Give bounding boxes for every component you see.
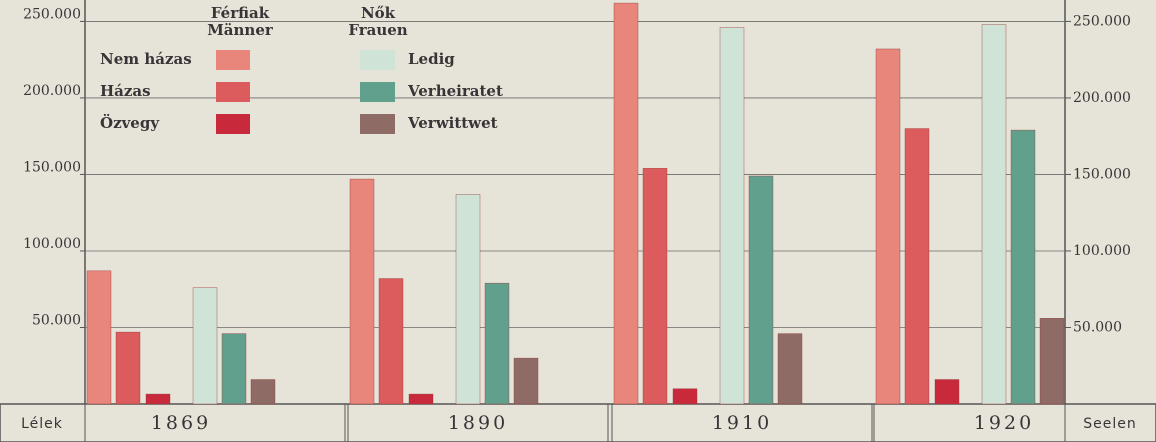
y2-tick-label: 150.000 <box>1073 166 1131 182</box>
bar <box>349 178 375 405</box>
bar <box>513 357 539 405</box>
legend-label: Nem házas <box>100 50 192 68</box>
year-cell <box>873 403 1066 442</box>
left-axis-label: Lélek <box>21 416 63 432</box>
legend-label: Házas <box>100 82 151 100</box>
x-tick-label: 1910 <box>712 412 772 434</box>
bar <box>875 48 901 405</box>
bar <box>904 128 930 405</box>
bar <box>115 331 141 405</box>
bar <box>748 175 774 405</box>
legend-swatch <box>216 114 250 134</box>
legend-swatch <box>216 82 250 102</box>
legend-group-title: Nők <box>361 4 396 22</box>
legend-swatch <box>360 82 395 102</box>
legend-label: Verheiratet <box>407 82 503 100</box>
legend-swatch <box>360 114 395 134</box>
y-tick-label: 150.000 <box>23 159 81 175</box>
x-tick-label: 1890 <box>448 412 508 434</box>
legend-group-title: Frauen <box>348 21 407 39</box>
bar <box>408 393 434 405</box>
bar <box>192 287 218 405</box>
bar <box>484 282 510 405</box>
bar <box>981 24 1007 405</box>
bar <box>777 333 803 405</box>
bar <box>455 194 481 405</box>
bar <box>934 379 960 405</box>
y2-tick-label: 50.000 <box>1073 319 1122 335</box>
y-tick-label: 50.000 <box>32 312 81 328</box>
bar <box>250 379 276 405</box>
right-axis-label: Seelen <box>1083 416 1137 432</box>
x-tick-label: 1920 <box>974 412 1034 434</box>
legend-group-title: Männer <box>207 21 274 39</box>
bar <box>221 333 247 405</box>
y-tick-label: 200.000 <box>23 83 81 99</box>
legend-label: Verwittwet <box>407 114 498 132</box>
bar <box>642 168 668 405</box>
y-tick-label: 250.000 <box>23 6 81 22</box>
y2-tick-label: 250.000 <box>1073 13 1131 29</box>
legend-swatch <box>360 50 395 70</box>
bar <box>719 27 745 405</box>
legend-swatch <box>216 50 250 70</box>
bar <box>613 2 639 405</box>
y-tick-label: 100.000 <box>23 236 81 252</box>
bar <box>378 278 404 405</box>
legend-group-title: Férfiak <box>211 4 270 22</box>
x-tick-label: 1869 <box>151 412 211 434</box>
bar <box>86 270 112 405</box>
bar <box>672 388 698 405</box>
bar <box>145 393 171 405</box>
bar <box>1010 129 1036 405</box>
y2-tick-label: 100.000 <box>1073 243 1131 259</box>
bar <box>1039 318 1065 405</box>
legend-label: Ledig <box>408 50 455 68</box>
y2-tick-label: 200.000 <box>1073 90 1131 106</box>
legend-label: Özvegy <box>100 113 160 132</box>
